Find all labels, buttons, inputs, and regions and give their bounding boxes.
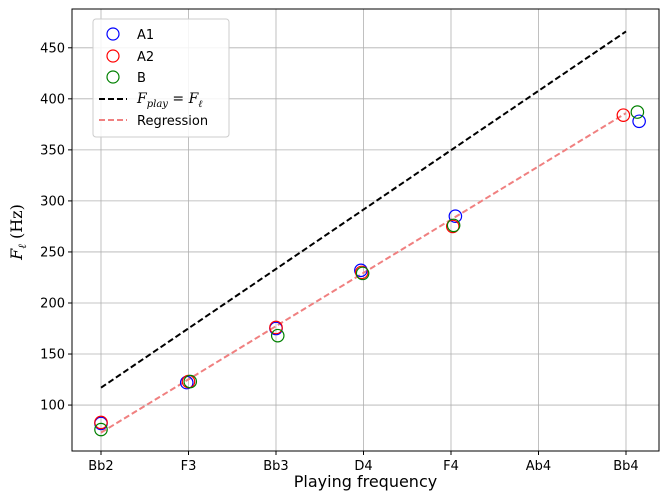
point-b-0 — [94, 422, 108, 437]
x-tick-label-3: D4 — [354, 459, 372, 474]
legend-label-regression: Regression — [137, 114, 208, 129]
x-tick-label-6: Bb4 — [613, 459, 638, 474]
y-axis: 100 150 200 250 300 350 400 450 — [40, 41, 72, 414]
legend-label-a2: A2 — [137, 50, 154, 65]
legend-marker-b — [106, 70, 120, 84]
point-a1-5 — [632, 114, 646, 129]
point-b-4 — [446, 218, 461, 233]
legend: A1 A2 B Fplay = Fℓ Regression — [92, 18, 230, 138]
point-b-1 — [183, 374, 198, 389]
y-tick-label-3: 250 — [40, 245, 65, 260]
x-tick-label-2: Bb3 — [263, 459, 288, 474]
legend-box — [92, 18, 230, 138]
point-a2-2 — [269, 320, 283, 335]
legend-marker-a1 — [106, 27, 120, 41]
point-a1-4 — [448, 209, 463, 224]
point-a2-5 — [616, 108, 631, 122]
point-a2-4 — [445, 219, 460, 234]
point-b-2 — [270, 328, 285, 343]
y-tick-label-6: 400 — [40, 92, 65, 107]
x-tick-label-5: Ab4 — [526, 459, 551, 474]
legend-marker-a2 — [106, 49, 120, 63]
legend-label-a1: A1 — [137, 28, 154, 43]
reference-lines — [100, 30, 627, 434]
legend-label-b: B — [137, 71, 146, 86]
x-axis-label: Playing frequency — [294, 472, 437, 491]
x-tick-label-1: F3 — [181, 459, 197, 474]
x-tick-label-0: Bb2 — [88, 459, 113, 474]
x-axis: Bb2 F3 Bb3 D4 F4 Ab4 Bb4 — [88, 451, 639, 474]
regression-line — [100, 112, 627, 434]
y-tick-label-5: 350 — [40, 143, 65, 158]
point-a2-3 — [354, 265, 369, 280]
point-b-3 — [355, 266, 370, 281]
point-a2-0 — [94, 415, 108, 430]
x-tick-label-4: F4 — [443, 459, 459, 474]
identity-line — [100, 30, 627, 389]
y-tick-label-4: 300 — [40, 194, 65, 209]
y-tick-label-1: 150 — [40, 348, 65, 363]
y-tick-label-2: 200 — [40, 296, 65, 311]
data-points — [94, 105, 646, 437]
y-tick-label-0: 100 — [40, 399, 65, 414]
point-b-5 — [630, 105, 645, 119]
plot-frame — [71, 8, 660, 452]
y-tick-label-7: 450 — [40, 41, 65, 56]
y-axis-label: Fℓ (Hz) — [7, 204, 29, 261]
